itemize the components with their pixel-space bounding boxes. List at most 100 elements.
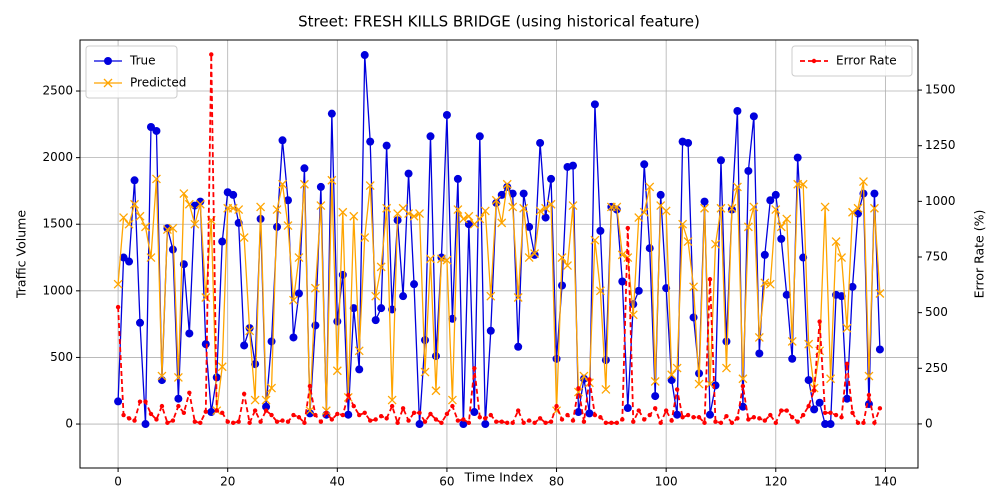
- data-point: [247, 420, 252, 426]
- y-axis-label: Traffic Volume: [14, 210, 29, 299]
- data-point: [872, 420, 877, 426]
- data-point: [663, 408, 669, 413]
- data-point: [828, 410, 833, 416]
- data-point: [625, 225, 630, 231]
- data-point: [798, 179, 808, 189]
- data-point: [815, 398, 824, 407]
- data-point: [581, 419, 587, 424]
- data-point: [327, 109, 336, 118]
- data-point: [831, 237, 841, 247]
- data-point: [673, 410, 682, 419]
- data-point: [313, 412, 318, 418]
- data-point: [376, 262, 386, 272]
- data-point: [442, 110, 451, 119]
- data-point: [623, 404, 632, 413]
- series-line: [117, 178, 881, 411]
- data-point: [404, 169, 413, 178]
- data-point: [870, 189, 879, 198]
- data-point: [494, 419, 499, 424]
- data-point: [294, 253, 304, 262]
- data-point: [431, 386, 441, 396]
- data-point: [389, 403, 395, 409]
- data-point: [738, 374, 748, 384]
- data-point: [762, 418, 768, 423]
- data-point: [181, 410, 187, 416]
- data-point: [735, 416, 740, 421]
- data-point: [119, 213, 129, 223]
- legend-label: True: [129, 54, 156, 68]
- data-point: [875, 289, 885, 298]
- data-point: [442, 255, 452, 265]
- data-point: [130, 176, 139, 185]
- data-point: [382, 141, 391, 150]
- data-point: [415, 420, 424, 429]
- data-point: [240, 341, 249, 350]
- data-point: [552, 354, 561, 363]
- data-point: [151, 174, 161, 184]
- data-point: [508, 202, 518, 212]
- data-point: [305, 409, 314, 418]
- data-point: [162, 225, 172, 235]
- data-point: [378, 413, 384, 419]
- data-point: [782, 290, 791, 299]
- data-point: [700, 203, 709, 213]
- plot-frame: [79, 39, 919, 469]
- data-point: [844, 361, 850, 367]
- data-point: [519, 203, 529, 213]
- data-point: [230, 420, 236, 426]
- data-point: [294, 289, 303, 298]
- data-point: [508, 189, 517, 198]
- data-point: [754, 332, 764, 342]
- data-point: [459, 420, 468, 429]
- data-point: [136, 318, 145, 327]
- data-point: [307, 383, 313, 389]
- data-point: [113, 279, 123, 289]
- legend-marker: [103, 78, 113, 88]
- data-point: [311, 321, 320, 330]
- data-point: [475, 132, 484, 141]
- data-point: [159, 403, 165, 409]
- legend-label: Error Rate: [836, 54, 897, 68]
- data-point: [848, 282, 857, 291]
- data-point: [258, 419, 263, 424]
- data-point: [859, 177, 868, 187]
- data-point: [289, 333, 298, 342]
- y2-axis-label: Error Rate (%): [972, 210, 987, 299]
- data-point: [603, 420, 609, 426]
- data-point: [721, 363, 731, 373]
- data-point: [146, 122, 155, 131]
- data-point: [475, 214, 485, 224]
- data-point: [324, 410, 329, 416]
- data-point: [360, 233, 370, 243]
- data-point: [115, 304, 121, 310]
- data-point: [170, 418, 176, 423]
- data-point: [718, 420, 724, 426]
- data-point: [570, 418, 576, 423]
- data-point: [198, 420, 203, 426]
- data-point: [656, 190, 665, 199]
- data-point: [700, 197, 709, 206]
- data-point: [382, 203, 392, 213]
- data-point: [842, 323, 852, 333]
- data-point: [453, 205, 463, 215]
- data-point: [541, 203, 551, 213]
- data-point: [537, 416, 543, 421]
- data-point: [453, 174, 462, 183]
- data-point: [152, 126, 161, 135]
- y2-tick-label: 1500: [925, 83, 956, 97]
- data-point: [185, 329, 194, 338]
- data-point: [691, 415, 696, 420]
- data-point: [256, 202, 266, 212]
- data-point: [765, 279, 775, 289]
- data-point: [716, 203, 726, 213]
- data-point: [426, 254, 435, 264]
- data-point: [755, 349, 764, 358]
- data-point: [526, 418, 532, 423]
- data-point: [790, 415, 795, 420]
- data-point: [481, 420, 490, 429]
- data-point: [595, 286, 605, 296]
- data-point: [411, 410, 417, 416]
- data-point: [289, 295, 298, 305]
- data-point: [480, 206, 490, 216]
- data-point: [617, 250, 627, 260]
